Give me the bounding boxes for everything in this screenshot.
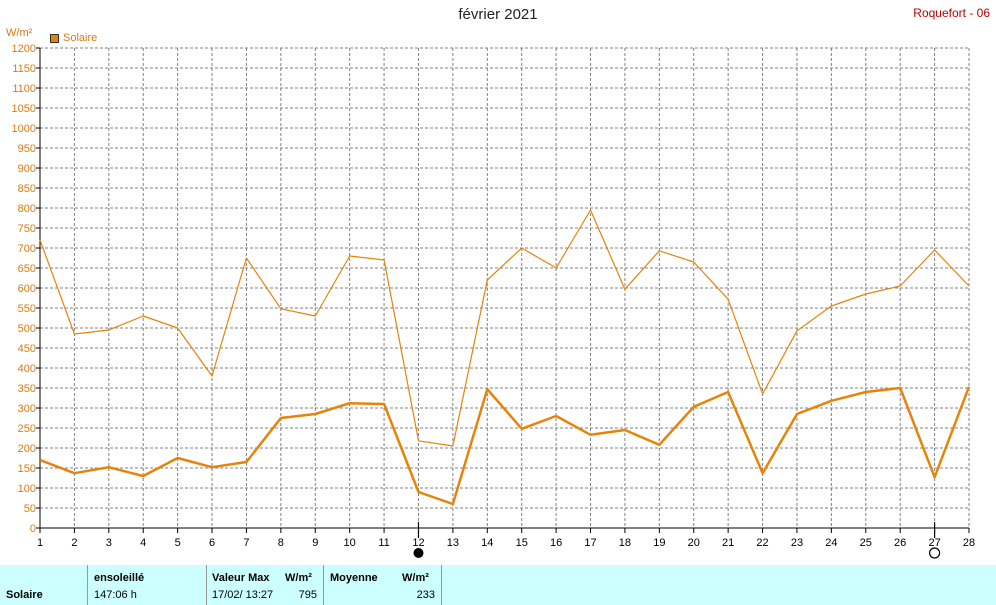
x-tick-label: 17 — [584, 537, 596, 549]
x-tick-label: 12 — [412, 537, 424, 549]
x-tick-label: 1 — [37, 537, 43, 549]
x-tick-label: 24 — [825, 537, 837, 549]
y-tick-label: 500 — [18, 323, 36, 335]
x-tick-label: 20 — [688, 537, 700, 549]
max-header: Valeur Max — [212, 572, 270, 584]
max-value: 795 — [298, 589, 317, 601]
x-tick-label: 7 — [243, 537, 249, 549]
y-tick-label: 1000 — [12, 123, 36, 135]
y-tick-label: 1150 — [12, 63, 36, 75]
x-tick-label: 25 — [860, 537, 872, 549]
avg-unit: W/m² — [402, 572, 429, 584]
y-tick-label: 300 — [18, 403, 36, 415]
x-tick-label: 15 — [516, 537, 528, 549]
footer-row-label: Solaire — [6, 589, 43, 601]
x-tick-label: 18 — [619, 537, 631, 549]
full-moon-icon — [928, 547, 941, 559]
summary-footer: Solaire ensoleillé 147:06 h Valeur Max W… — [0, 565, 996, 605]
y-axis-unit: W/m² — [6, 27, 33, 39]
legend-label: Solaire — [63, 32, 98, 44]
y-tick-label: 200 — [18, 443, 36, 455]
series-line-daily-average — [39, 386, 971, 506]
x-tick-label: 14 — [481, 537, 493, 549]
x-tick-label: 19 — [653, 537, 665, 549]
legend: Solaire — [50, 32, 97, 44]
avg-value: 233 — [416, 589, 435, 601]
x-tick-label: 8 — [278, 537, 284, 549]
y-tick-label: 1100 — [12, 83, 36, 95]
y-tick-label: 650 — [18, 263, 36, 275]
y-tick-label: 150 — [18, 463, 36, 475]
x-tick-label: 21 — [722, 537, 734, 549]
x-tick-label: 13 — [447, 537, 459, 549]
series-line-daily-max — [39, 209, 970, 447]
footer-avg-cell: Moyenne W/m² 233 — [324, 565, 442, 605]
y-tick-label: 250 — [18, 423, 36, 435]
x-tick-label: 10 — [344, 537, 356, 549]
x-tick-label: 26 — [894, 537, 906, 549]
y-tick-label: 400 — [18, 363, 36, 375]
x-tick-label: 2 — [71, 537, 77, 549]
x-tick-label: 16 — [550, 537, 562, 549]
y-tick-label: 100 — [18, 483, 36, 495]
y-tick-label: 950 — [18, 143, 36, 155]
y-tick-label: 0 — [30, 523, 36, 535]
x-tick-label: 4 — [140, 537, 146, 549]
footer-row-label-cell: Solaire — [0, 565, 88, 605]
y-tick-label: 750 — [18, 223, 36, 235]
station-name: Roquefort - 06 — [913, 6, 990, 20]
x-tick-label: 27 — [928, 537, 940, 549]
avg-header: Moyenne — [330, 572, 378, 584]
x-tick-label: 23 — [791, 537, 803, 549]
y-tick-label: 700 — [18, 243, 36, 255]
x-tick-label: 3 — [106, 537, 112, 549]
footer-max-cell: Valeur Max W/m² 17/02/ 13:27 795 — [207, 565, 324, 605]
x-tick-label: 28 — [963, 537, 975, 549]
x-tick-label: 9 — [312, 537, 318, 549]
footer-sunshine-cell: ensoleillé 147:06 h — [88, 565, 207, 605]
y-tick-label: 600 — [18, 283, 36, 295]
max-date: 17/02/ 13:27 — [212, 589, 274, 601]
new-moon-icon — [413, 548, 424, 558]
chart-area: 0 50 100 150 200 250 300 350 400 450 500 550 600 650 7… — [12, 43, 975, 559]
max-unit: W/m² — [285, 572, 312, 584]
y-tick-label: 50 — [24, 503, 36, 515]
y-tick-label: 1050 — [12, 103, 36, 115]
y-tick-label: 850 — [18, 183, 36, 195]
x-tick-label: 22 — [756, 537, 768, 549]
x-tick-label: 11 — [378, 537, 389, 549]
legend-swatch — [50, 33, 59, 43]
sunshine-value: 147:06 h — [94, 589, 137, 601]
y-tick-label: 550 — [18, 303, 36, 315]
x-tick-label: 5 — [175, 537, 181, 549]
sunshine-header: ensoleillé — [94, 572, 145, 584]
chart-title: février 2021 — [458, 6, 538, 23]
y-tick-label: 350 — [18, 383, 36, 395]
y-tick-label: 800 — [18, 203, 36, 215]
y-tick-label: 1200 — [12, 43, 36, 55]
x-tick-label: 6 — [209, 537, 215, 549]
y-tick-label: 450 — [18, 343, 36, 355]
y-tick-label: 900 — [18, 163, 36, 175]
